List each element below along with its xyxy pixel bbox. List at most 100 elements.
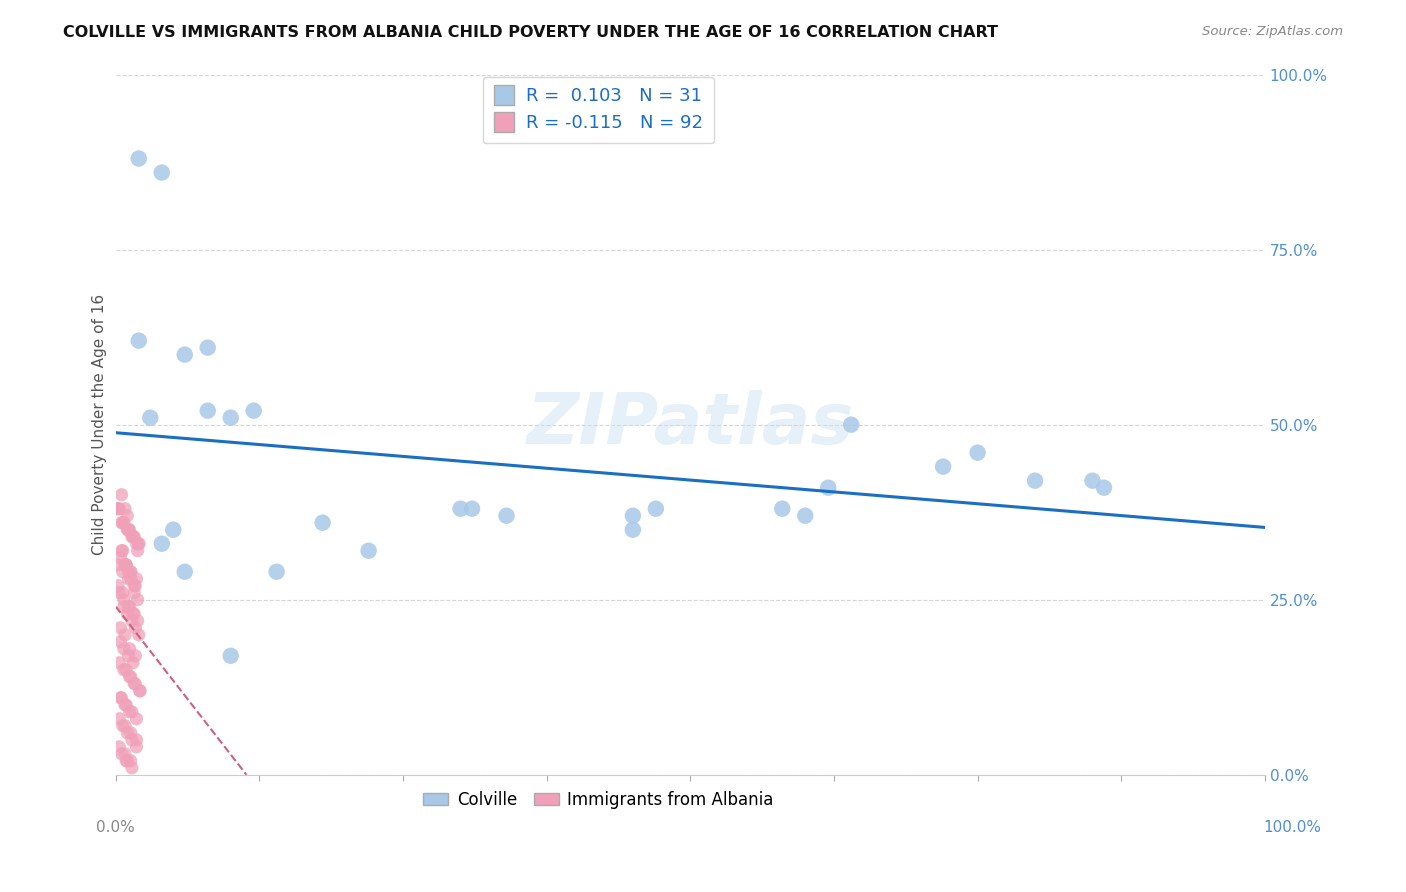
Point <box>120 754 142 768</box>
Point <box>129 683 152 698</box>
Point <box>111 586 134 600</box>
Point <box>110 488 132 502</box>
Text: Source: ZipAtlas.com: Source: ZipAtlas.com <box>1202 25 1343 38</box>
Point <box>110 634 132 648</box>
Point <box>644 501 666 516</box>
Point <box>110 690 132 705</box>
Y-axis label: Child Poverty Under the Age of 16: Child Poverty Under the Age of 16 <box>93 294 107 555</box>
Point <box>817 481 839 495</box>
Point <box>110 543 132 558</box>
Point <box>115 754 138 768</box>
Point <box>112 516 135 530</box>
Point <box>114 628 136 642</box>
Point <box>112 592 135 607</box>
Point <box>1081 474 1104 488</box>
Point <box>125 537 148 551</box>
Point <box>839 417 862 432</box>
Point <box>120 572 142 586</box>
Point <box>127 592 149 607</box>
Point <box>770 501 793 516</box>
Point <box>117 565 139 579</box>
Point <box>121 530 143 544</box>
Text: 100.0%: 100.0% <box>1264 821 1322 835</box>
Point <box>124 648 146 663</box>
Point <box>114 719 136 733</box>
Point <box>125 572 148 586</box>
Point <box>121 732 143 747</box>
Point <box>117 523 139 537</box>
Point <box>117 607 139 621</box>
Point <box>128 537 150 551</box>
Point <box>219 410 242 425</box>
Point <box>117 599 139 614</box>
Point <box>107 501 129 516</box>
Point <box>621 508 644 523</box>
Point <box>120 670 142 684</box>
Point <box>121 705 143 719</box>
Point <box>105 501 128 516</box>
Point <box>127 543 149 558</box>
Point <box>450 501 472 516</box>
Point <box>110 550 132 565</box>
Point <box>117 754 139 768</box>
Point <box>311 516 333 530</box>
Point <box>121 614 143 628</box>
Point <box>966 445 988 459</box>
Point <box>108 501 131 516</box>
Point <box>118 641 141 656</box>
Legend: Colville, Immigrants from Albania: Colville, Immigrants from Albania <box>416 784 780 815</box>
Point <box>117 648 139 663</box>
Point <box>197 341 219 355</box>
Point <box>124 621 146 635</box>
Point <box>112 663 135 677</box>
Point <box>108 586 131 600</box>
Point <box>111 543 134 558</box>
Point <box>125 739 148 754</box>
Point <box>242 403 264 417</box>
Point <box>122 656 145 670</box>
Point <box>110 516 132 530</box>
Point <box>115 558 138 572</box>
Point <box>125 712 148 726</box>
Point <box>120 565 142 579</box>
Point <box>197 403 219 417</box>
Point <box>128 152 150 166</box>
Point <box>115 663 138 677</box>
Point <box>1024 474 1046 488</box>
Point <box>621 523 644 537</box>
Point <box>111 719 134 733</box>
Point <box>117 523 139 537</box>
Point <box>932 459 955 474</box>
Point <box>110 690 132 705</box>
Point <box>118 705 141 719</box>
Point <box>108 712 131 726</box>
Point <box>114 747 136 761</box>
Point <box>114 698 136 712</box>
Point <box>110 621 132 635</box>
Point <box>1092 481 1115 495</box>
Point <box>120 565 142 579</box>
Point <box>122 677 145 691</box>
Point <box>120 726 142 740</box>
Point <box>266 565 288 579</box>
Point <box>128 537 150 551</box>
Point <box>122 586 145 600</box>
Point <box>107 579 129 593</box>
Point <box>125 732 148 747</box>
Point <box>122 579 145 593</box>
Point <box>117 572 139 586</box>
Point <box>124 677 146 691</box>
Point <box>110 747 132 761</box>
Point <box>150 165 173 179</box>
Point <box>117 508 139 523</box>
Point <box>118 599 141 614</box>
Point <box>129 683 152 698</box>
Point <box>219 648 242 663</box>
Point <box>121 761 143 775</box>
Point <box>122 607 145 621</box>
Point <box>108 656 131 670</box>
Point <box>124 579 146 593</box>
Point <box>111 565 134 579</box>
Point <box>122 530 145 544</box>
Point <box>128 628 150 642</box>
